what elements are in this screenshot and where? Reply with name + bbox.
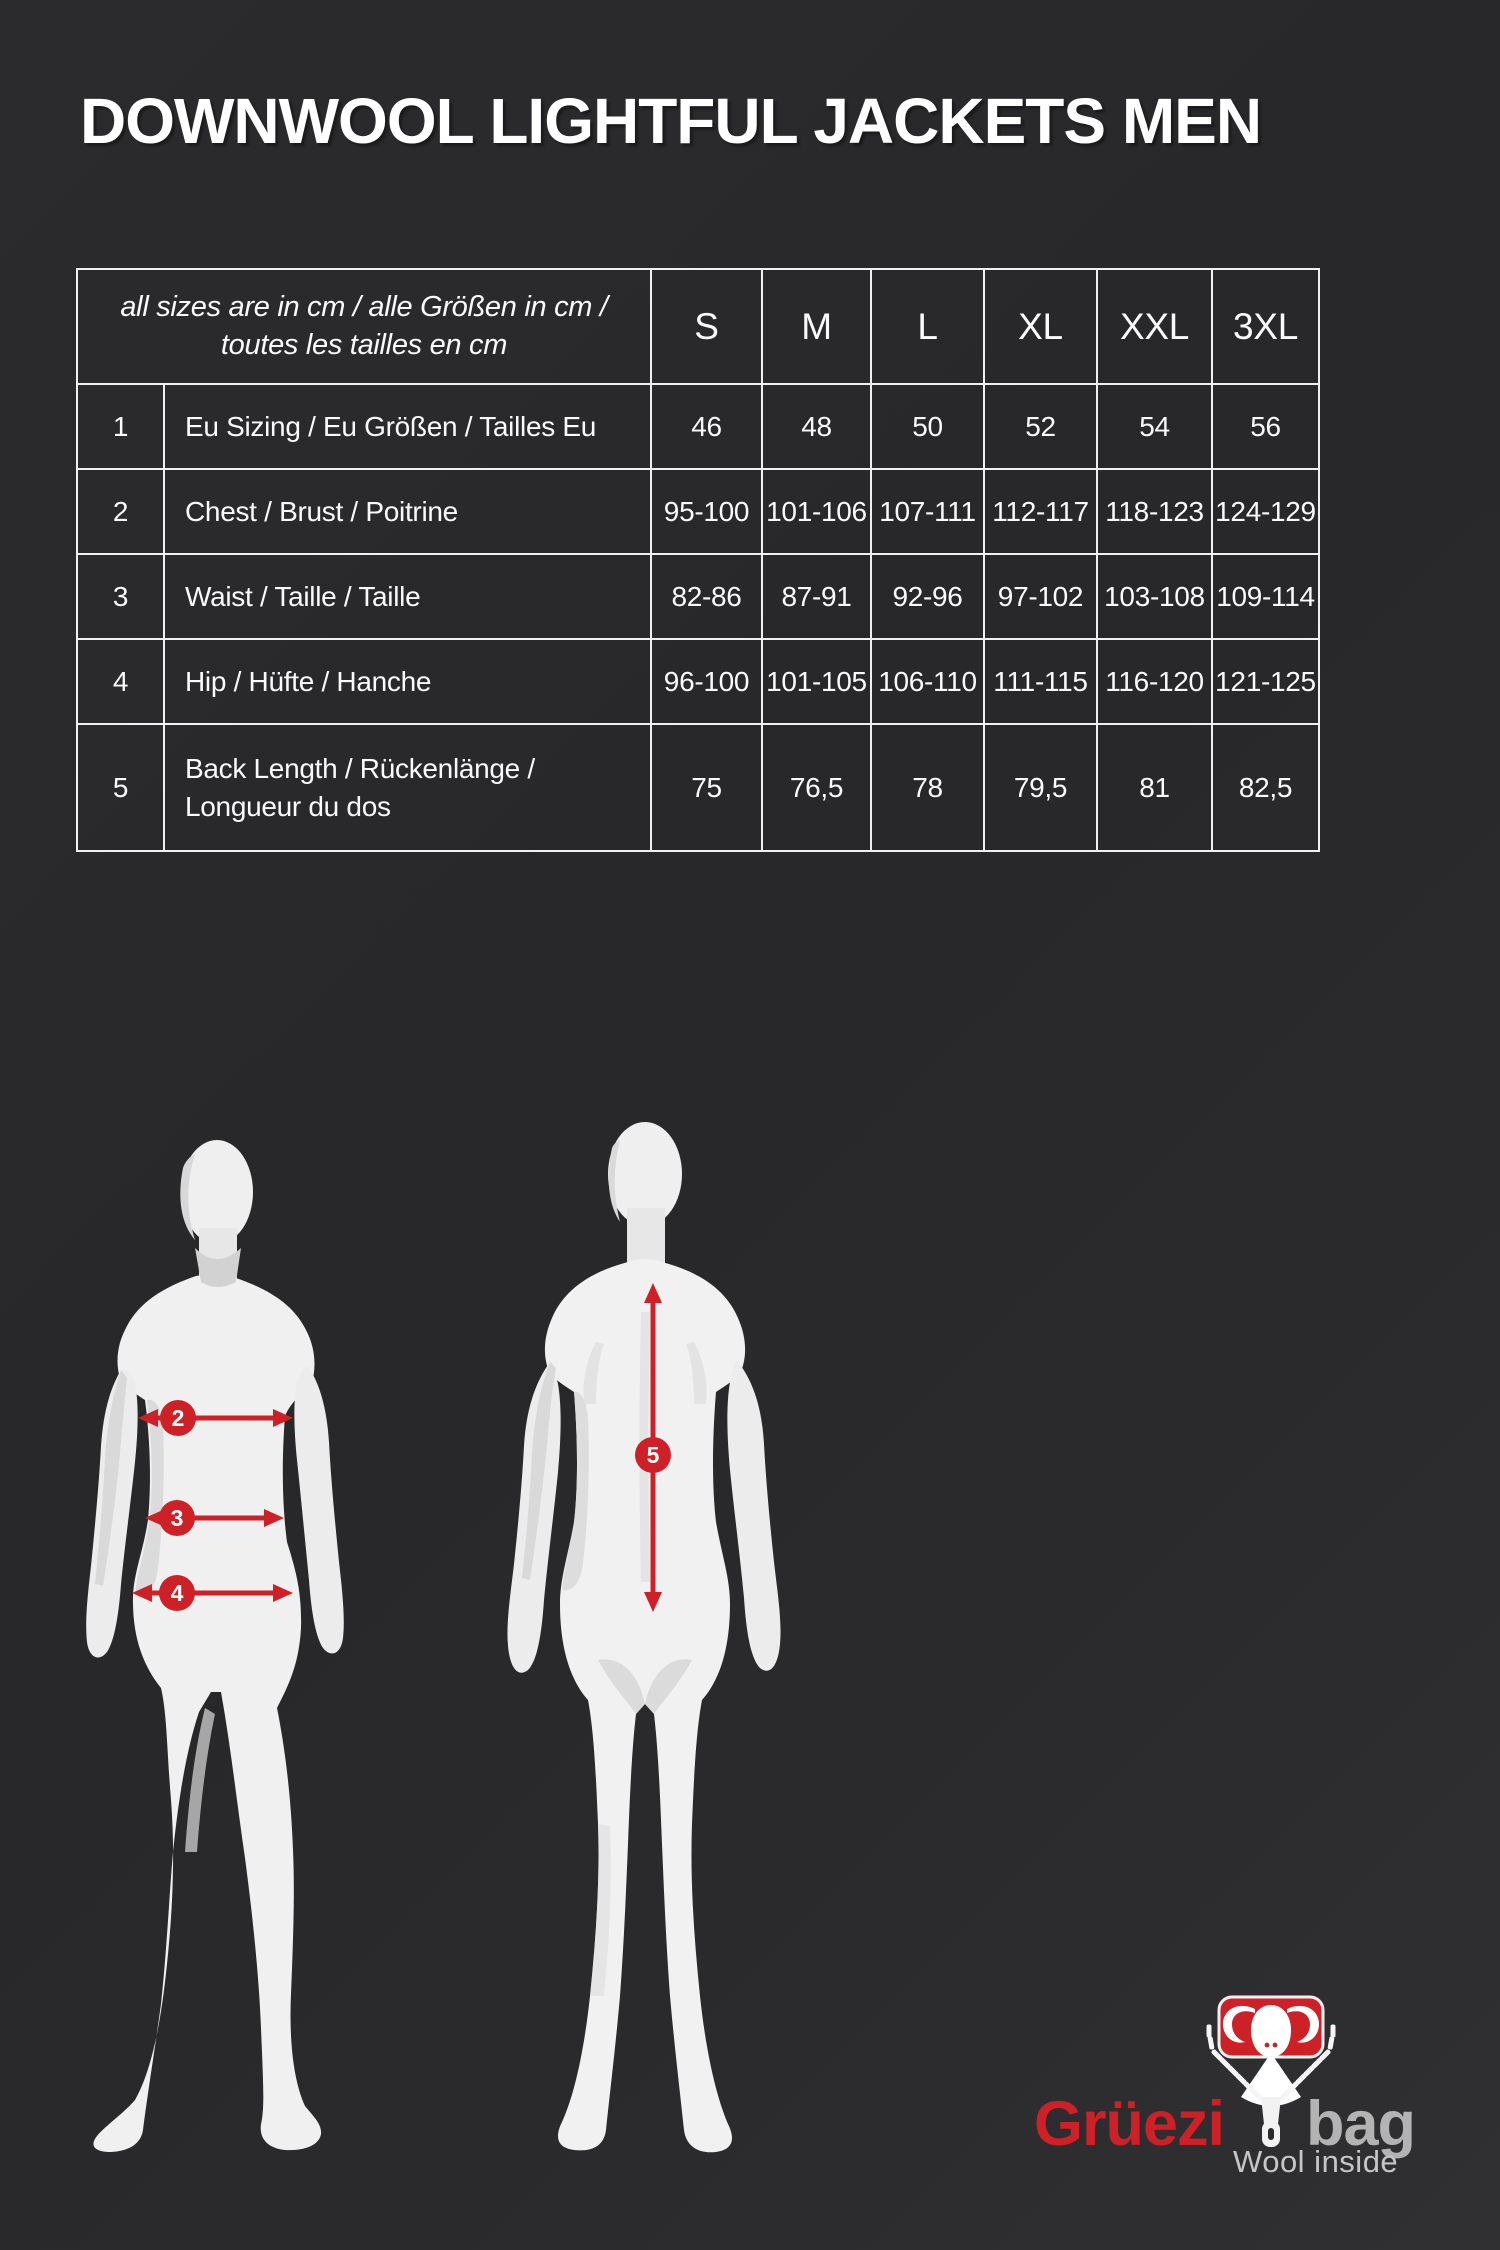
cell-value: 116-120 xyxy=(1096,638,1213,725)
marker-hip-badge: 4 xyxy=(159,1575,195,1611)
cell-value: 101-105 xyxy=(761,638,872,725)
row-label: Waist / Taille / Taille xyxy=(163,553,652,640)
row-label: Hip / Hüfte / Hanche xyxy=(163,638,652,725)
size-chart-table: all sizes are in cm / alle Größen in cm … xyxy=(76,268,1320,852)
marker-chest-badge: 2 xyxy=(160,1400,196,1436)
cell-value: 76,5 xyxy=(761,723,872,852)
col-header-s: S xyxy=(650,268,763,385)
brand-tagline: Wool inside xyxy=(1233,2144,1399,2179)
cell-value: 101-106 xyxy=(761,468,872,555)
cell-value: 111-115 xyxy=(983,638,1098,725)
row-number: 1 xyxy=(76,383,165,470)
cell-value: 50 xyxy=(870,383,985,470)
table-header-row: all sizes are in cm / alle Größen in cm … xyxy=(76,268,1320,385)
table-row-eu-sizing: 1 Eu Sizing / Eu Größen / Tailles Eu 46 … xyxy=(76,383,1320,470)
cell-value: 82,5 xyxy=(1211,723,1320,852)
mannequin-front-figure xyxy=(86,1140,344,2152)
cell-value: 103-108 xyxy=(1096,553,1213,640)
cell-value: 124-129 xyxy=(1211,468,1320,555)
table-row-back-length: 5 Back Length / Rückenlänge / Longueur d… xyxy=(76,723,1320,852)
cell-value: 107-111 xyxy=(870,468,985,555)
cell-value: 95-100 xyxy=(650,468,763,555)
cell-value: 79,5 xyxy=(983,723,1098,852)
row-label: Chest / Brust / Poitrine xyxy=(163,468,652,555)
cell-value: 48 xyxy=(761,383,872,470)
cell-value: 82-86 xyxy=(650,553,763,640)
cell-value: 97-102 xyxy=(983,553,1098,640)
cell-value: 52 xyxy=(983,383,1098,470)
cell-value: 56 xyxy=(1211,383,1320,470)
cell-value: 109-114 xyxy=(1211,553,1320,640)
marker-back-length-badge: 5 xyxy=(635,1437,671,1473)
row-number: 3 xyxy=(76,553,165,640)
cell-value: 54 xyxy=(1096,383,1213,470)
cell-value: 118-123 xyxy=(1096,468,1213,555)
cell-value: 87-91 xyxy=(761,553,872,640)
row-number: 5 xyxy=(76,723,165,852)
col-header-l: L xyxy=(870,268,985,385)
marker-waist-badge: 3 xyxy=(159,1500,195,1536)
page-title: DOWNWOOL LIGHTFUL JACKETS MEN xyxy=(80,85,1262,157)
cell-value: 106-110 xyxy=(870,638,985,725)
cell-value: 46 xyxy=(650,383,763,470)
row-number: 2 xyxy=(76,468,165,555)
row-number: 4 xyxy=(76,638,165,725)
zipper-pull-icon xyxy=(1261,2097,1281,2147)
table-row-chest: 2 Chest / Brust / Poitrine 95-100 101-10… xyxy=(76,468,1320,555)
cell-value: 121-125 xyxy=(1211,638,1320,725)
cell-value: 92-96 xyxy=(870,553,985,640)
col-header-xl: XL xyxy=(983,268,1098,385)
table-row-waist: 3 Waist / Taille / Taille 82-86 87-91 92… xyxy=(76,553,1320,640)
mannequin-back-figure xyxy=(507,1122,781,2153)
brand-name-bag: bag xyxy=(1306,2089,1416,2159)
cell-value: 81 xyxy=(1096,723,1213,852)
cell-value: 96-100 xyxy=(650,638,763,725)
cell-value: 75 xyxy=(650,723,763,852)
cell-value: 78 xyxy=(870,723,985,852)
row-label: Back Length / Rückenlänge / Longueur du … xyxy=(163,723,652,852)
units-note: all sizes are in cm / alle Größen in cm … xyxy=(76,268,652,385)
cell-value: 112-117 xyxy=(983,468,1098,555)
col-header-xxl: XXL xyxy=(1096,268,1213,385)
brand-name-gruezi: Grüezi xyxy=(1034,2089,1225,2159)
zipper-teeth-icon xyxy=(1206,2024,1336,2101)
table-row-hip: 4 Hip / Hüfte / Hanche 96-100 101-105 10… xyxy=(76,638,1320,725)
col-header-3xl: 3XL xyxy=(1211,268,1320,385)
row-label: Eu Sizing / Eu Größen / Tailles Eu xyxy=(163,383,652,470)
brand-emblem-icon xyxy=(1206,1995,1336,2147)
col-header-m: M xyxy=(761,268,872,385)
